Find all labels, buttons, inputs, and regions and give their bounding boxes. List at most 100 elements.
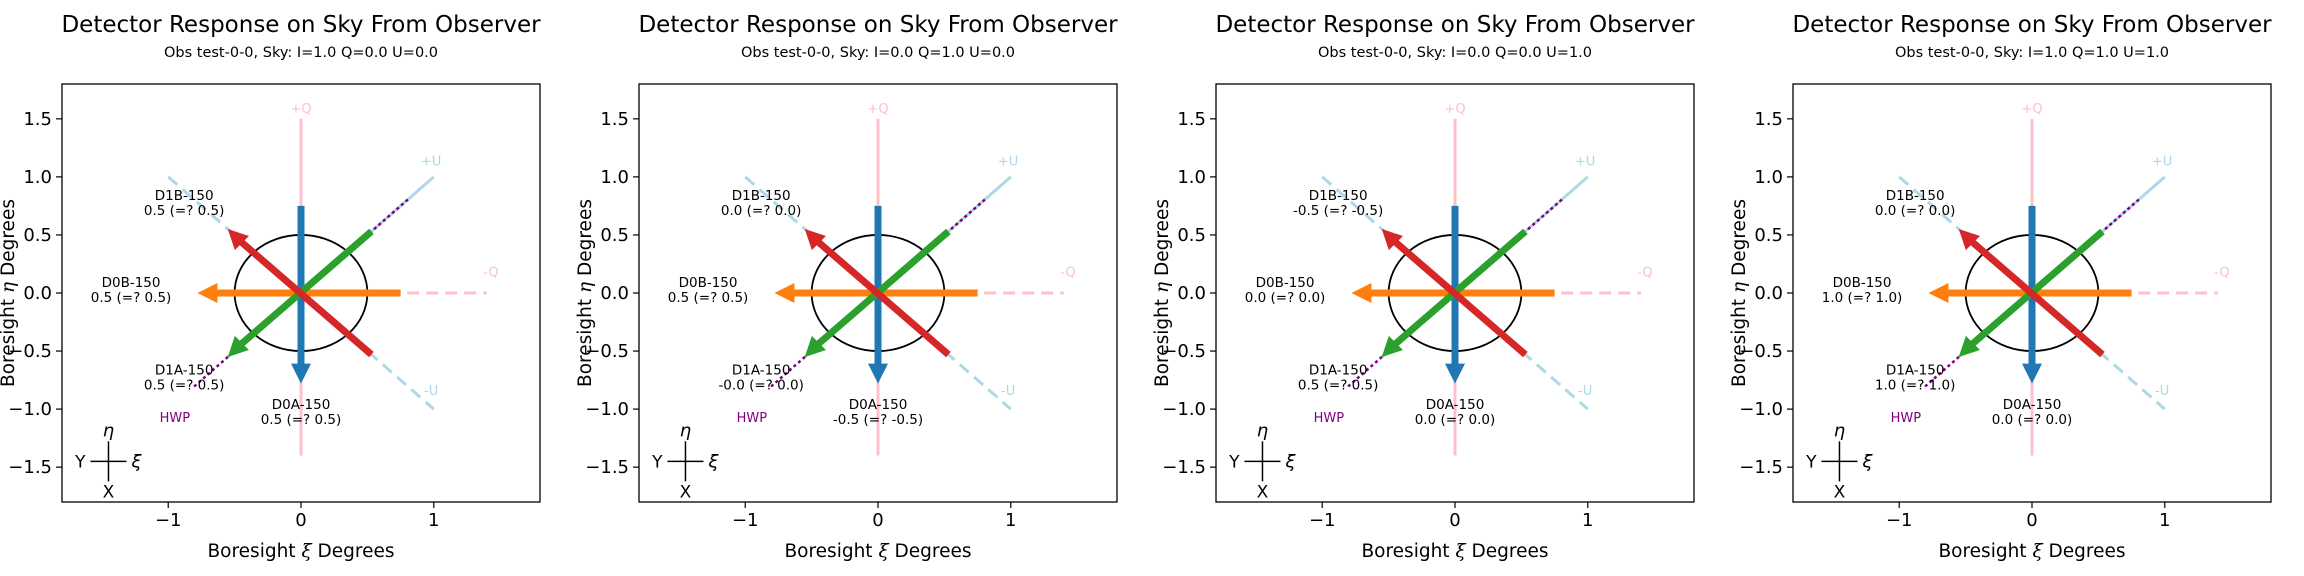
y-tick-label: −1.5 [8,457,52,478]
detector-value-d1a-150: 1.0 (=? 1.0) [1875,377,1956,393]
detector-arrow-d1b-150 [812,236,951,358]
y-axis-label: Boresight η Degrees [575,199,596,387]
y-tick-label: −1.0 [1739,399,1783,420]
chart-panel-3: Detector Response on Sky From Observer Ob… [1152,12,1695,562]
detector-arrowhead-d0a-150 [868,363,888,384]
detector-value-d0b-150: 0.5 (=? 0.5) [91,290,172,306]
compass-y-label: Y [651,452,663,472]
detector-name-d0b-150: D0B-150 [679,275,738,291]
detector-value-d0a-150: 0.0 (=? 0.0) [1992,412,2073,428]
detector-arrowhead-d0a-150 [2022,363,2042,384]
hwp-marker-lower [191,355,229,390]
detector-arrow-d1a-150 [1966,228,2105,350]
hwp-marker-upper [373,196,411,231]
detector-value-d1b-150: 0.0 (=? 0.0) [1875,203,1956,219]
x-tick-label: 0 [2026,510,2037,531]
y-tick-label: 1.5 [23,109,52,130]
y-tick-label: −0.5 [1162,341,1206,362]
detector-name-d0a-150: D0A-150 [1426,397,1485,413]
chart-subtitle: Obs test-0-0, Sky: I=0.0 Q=1.0 U=0.0 [741,45,1015,61]
y-tick-label: 0.0 [1177,283,1206,304]
detector-value-d0a-150: 0.5 (=? 0.5) [261,412,342,428]
compass-xi-label: ξ [1284,451,1296,472]
minus-u-label: -U [1001,384,1015,399]
x-tick-label: 1 [2159,510,2170,531]
hwp-label: HWP [1891,411,1922,426]
detector-arrowhead-d1a-150 [804,335,826,358]
y-tick-label: 0.0 [600,283,629,304]
x-axis-label-prefix: Boresight [1361,541,1455,562]
y-tick-label: 1.5 [1754,109,1783,130]
x-axis-label: Boresight ξ Degrees [1361,541,1548,562]
y-tick-label: −1.0 [1162,399,1206,420]
hwp-marker-lower [768,355,806,390]
y-tick-label: 1.0 [23,167,52,188]
hwp-label: HWP [160,411,191,426]
x-axis-label: Boresight ξ Degrees [784,541,971,562]
x-tick-label: 0 [872,510,883,531]
detector-name-d1a-150: D1A-150 [1886,362,1945,378]
detector-name-d1a-150: D1A-150 [155,362,214,378]
y-axis-label-suffix: Degrees [0,199,19,282]
chart-panel-1: Detector Response on Sky From Observer Ob… [0,12,541,562]
detector-name-d1b-150: D1B-150 [732,188,791,204]
compass-xi-label: ξ [1861,451,1873,472]
plus-q-label: +Q [290,102,311,117]
y-tick-label: −1.5 [1739,457,1783,478]
x-axis-label: Boresight ξ Degrees [1938,541,2125,562]
x-tick-label: −1 [155,510,182,531]
y-tick-label: −0.5 [585,341,629,362]
compass-eta-label: η [680,420,691,441]
x-axis-label-suffix: Degrees [1466,541,1549,562]
plus-u-label: +U [2152,154,2172,169]
detector-name-d1a-150: D1A-150 [1309,362,1368,378]
minus-q-label: -Q [1060,266,1075,281]
x-axis-label-prefix: Boresight [207,541,301,562]
y-axis-label-symbol: η [575,282,596,293]
y-axis-label-suffix: Degrees [1152,199,1173,282]
y-tick-label: 0.5 [1177,225,1206,246]
y-tick-label: 1.5 [1177,109,1206,130]
chart-title: Detector Response on Sky From Observer [638,12,1118,38]
detector-value-d1a-150: -0.0 (=? 0.0) [718,377,803,393]
x-axis-label-suffix: Degrees [889,541,972,562]
chart-panel-2: Detector Response on Sky From Observer Ob… [575,12,1118,562]
detector-arrowhead-d1b-150 [227,228,249,251]
chart-title: Detector Response on Sky From Observer [1215,12,1695,38]
minus-u-label: -U [1578,384,1592,399]
detector-arrowhead-d0b-150 [1351,283,1372,303]
chart-subtitle: Obs test-0-0, Sky: I=0.0 Q=0.0 U=1.0 [1318,45,1592,61]
x-tick-label: 1 [1005,510,1016,531]
detector-value-d0b-150: 0.0 (=? 0.0) [1245,290,1326,306]
chart-subtitle: Obs test-0-0, Sky: I=1.0 Q=1.0 U=1.0 [1895,45,2169,61]
x-axis-label-prefix: Boresight [1938,541,2032,562]
x-tick-label: −1 [1886,510,1913,531]
compass-y-label: Y [1805,452,1817,472]
detector-arrowhead-d1a-150 [227,335,249,358]
y-tick-label: 1.0 [600,167,629,188]
x-tick-label: −1 [732,510,759,531]
y-axis-label-symbol: η [1152,282,1173,293]
detector-name-d0b-150: D0B-150 [1833,275,1892,291]
x-tick-label: −1 [1309,510,1336,531]
x-axis-label-prefix: Boresight [784,541,878,562]
minus-q-label: -Q [1637,266,1652,281]
x-axis-label-suffix: Degrees [2043,541,2126,562]
detector-value-d0b-150: 0.5 (=? 0.5) [668,290,749,306]
detector-name-d1a-150: D1A-150 [732,362,791,378]
y-tick-label: 0.5 [1754,225,1783,246]
y-axis-label-prefix: Boresight [0,293,19,387]
detector-value-d1b-150: 0.0 (=? 0.0) [721,203,802,219]
detector-value-d0a-150: -0.5 (=? -0.5) [833,412,923,428]
detector-arrowhead-d0a-150 [1445,363,1465,384]
y-tick-label: −1.0 [8,399,52,420]
compass-x-label: X [680,482,692,502]
chart-title: Detector Response on Sky From Observer [1792,12,2272,38]
plus-q-label: +Q [1444,102,1465,117]
hwp-marker-lower [1922,355,1960,390]
compass-eta-label: η [1257,420,1268,441]
detector-arrow-d1a-150 [812,228,951,350]
detector-arrowhead-d0b-150 [197,283,218,303]
compass-xi-label: ξ [707,451,719,472]
